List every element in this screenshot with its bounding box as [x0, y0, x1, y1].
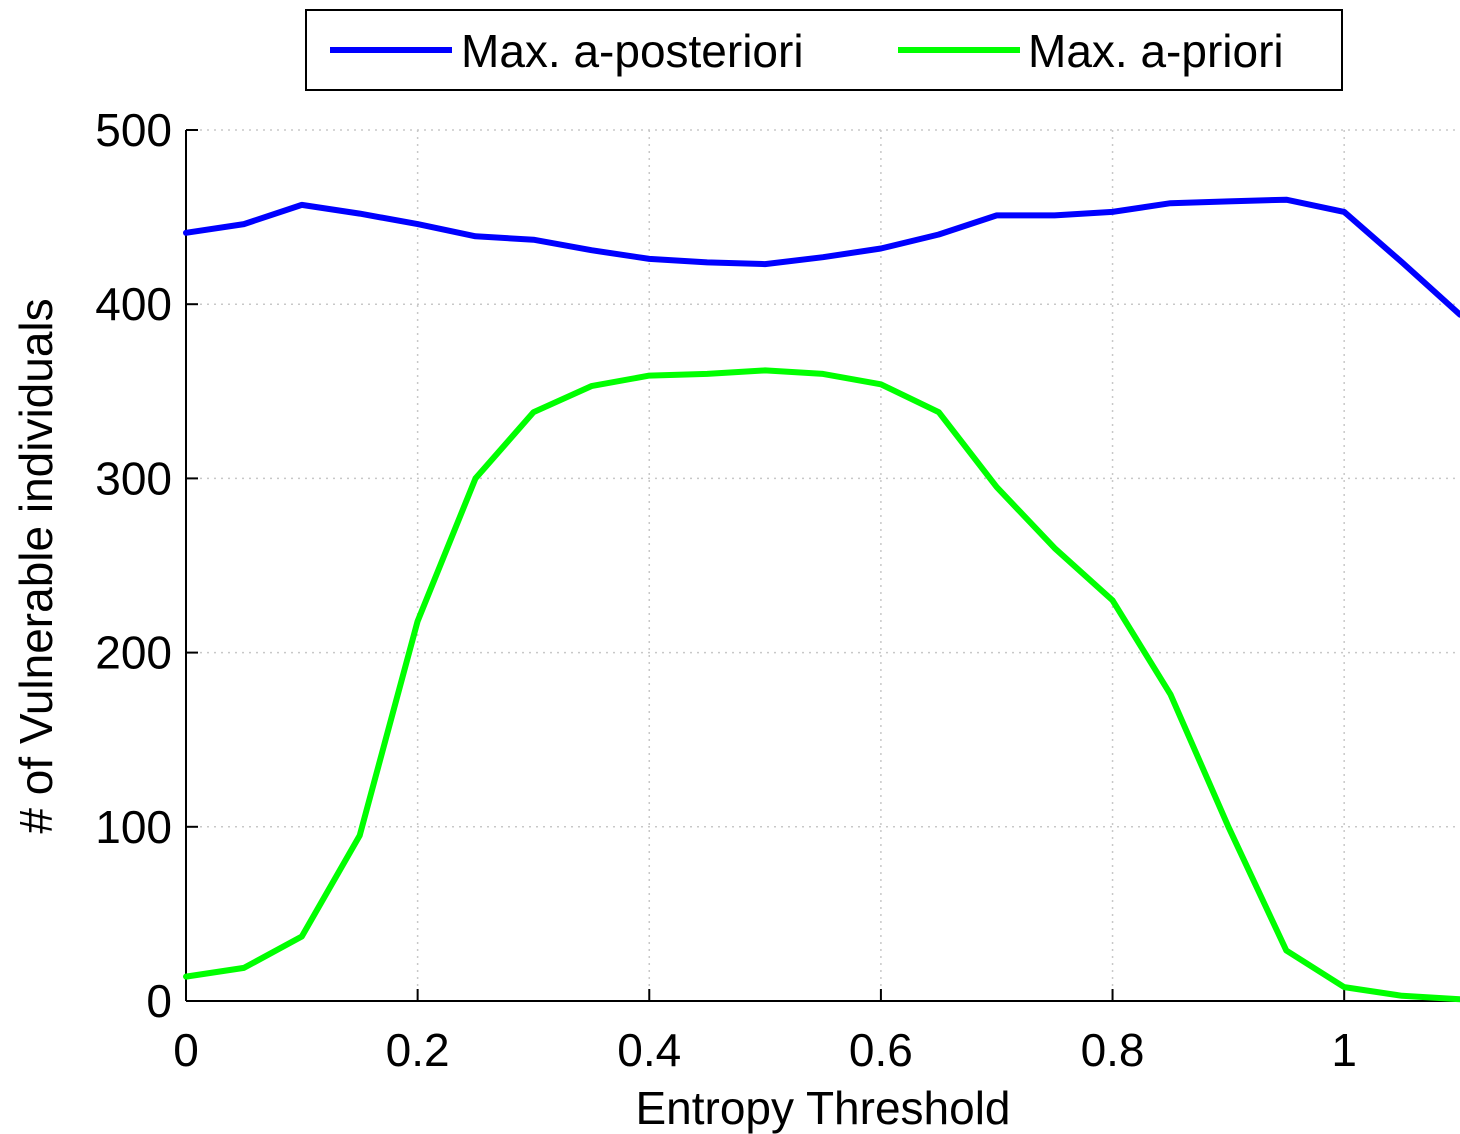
x-tick-label: 0.2 [386, 1024, 450, 1076]
legend-box [305, 9, 1343, 91]
y-tick-label: 300 [95, 452, 172, 504]
x-tick-label: 0.8 [1081, 1024, 1145, 1076]
x-tick-label: 1 [1331, 1024, 1357, 1076]
series-lines [183, 196, 1460, 1003]
x-tick-label: 0 [173, 1024, 199, 1076]
x-axis-title: Entropy Threshold [635, 1082, 1010, 1134]
y-tick-label: 500 [95, 104, 172, 156]
legend: Max. a-posteriori Max. a-priori [305, 9, 1343, 91]
y-tick-label: 0 [146, 975, 172, 1027]
y-tick-label: 200 [95, 627, 172, 679]
y-tick-label: 100 [95, 801, 172, 853]
plot-area-background [186, 130, 1460, 1001]
y-axis-title: # of Vulnerable individuals [10, 298, 62, 833]
y-tick-label: 400 [95, 278, 172, 330]
legend-label-max-a-posteriori: Max. a-posteriori [461, 25, 804, 77]
x-tick-label: 0.6 [849, 1024, 913, 1076]
tick-labels: 0 0.2 0.4 0.6 0.8 1 0 100 200 300 400 500 [95, 104, 1357, 1076]
series-line-max-a-posteriori [183, 196, 1460, 318]
axes [185, 129, 1460, 1002]
grid-lines [186, 129, 1460, 1001]
x-tick-label: 0.4 [617, 1024, 681, 1076]
series-line-max-a-priori [183, 367, 1460, 1003]
legend-label-max-a-priori: Max. a-priori [1028, 25, 1284, 77]
